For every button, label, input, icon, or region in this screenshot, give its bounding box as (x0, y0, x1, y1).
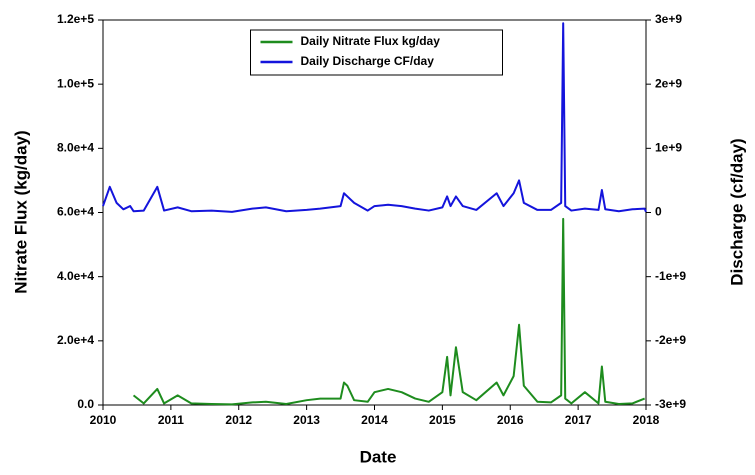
legend-label: Daily Nitrate Flux kg/day (301, 34, 441, 48)
y-axis-title: Nitrate Flux (kg/day) (11, 130, 30, 293)
x-tick-label: 2015 (429, 413, 456, 427)
y2-tick-label: -1e+9 (655, 269, 686, 283)
x-tick-label: 2013 (293, 413, 320, 427)
y2-tick-label: 1e+9 (655, 141, 682, 155)
x-tick-label: 2012 (225, 413, 252, 427)
y2-axis-title: Discharge (cf/day) (727, 138, 746, 285)
y-tick-label: 6.0e+4 (57, 205, 94, 219)
series-line (132, 217, 646, 406)
y-tick-label: 1.0e+5 (57, 76, 94, 90)
y-tick-label: 2.0e+4 (57, 333, 94, 347)
y2-tick-label: 0 (655, 205, 662, 219)
x-tick-label: 2017 (565, 413, 592, 427)
x-tick-label: 2011 (158, 413, 184, 427)
legend-box (250, 29, 503, 76)
y-tick-label: 4.0e+4 (57, 269, 94, 283)
y2-tick-label: -2e+9 (655, 333, 686, 347)
y-tick-label: 8.0e+4 (57, 141, 94, 155)
x-tick-label: 2010 (90, 413, 117, 427)
x-tick-label: 2014 (361, 413, 388, 427)
series-line (102, 22, 647, 213)
legend-label: Daily Discharge CF/day (301, 54, 435, 68)
x-axis-title: Date (360, 447, 397, 466)
y2-tick-label: 2e+9 (655, 76, 682, 90)
x-tick-label: 2018 (633, 413, 660, 427)
x-tick-label: 2016 (497, 413, 524, 427)
y-tick-label: 0.0 (77, 397, 94, 411)
y2-tick-label: 3e+9 (655, 12, 682, 26)
y-tick-label: 1.2e+5 (57, 12, 94, 26)
y2-tick-label: -3e+9 (655, 397, 686, 411)
